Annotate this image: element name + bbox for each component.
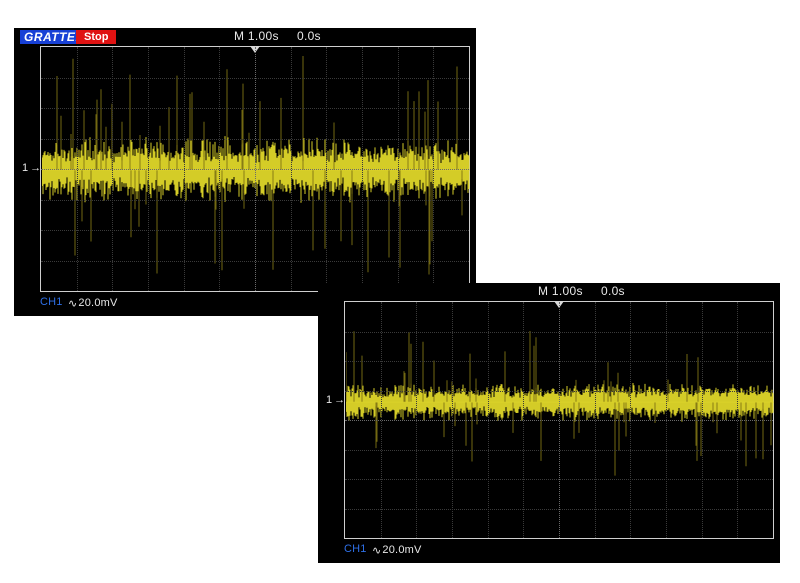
channel-label: CH1 [40, 296, 63, 308]
channel-number: 1 [326, 394, 332, 406]
timebase-m: M 1.00s [538, 284, 583, 298]
plot-area-top [40, 46, 470, 292]
vertical-scale-label: ∿20.0mV [68, 296, 118, 309]
scale-value: 20.0mV [382, 544, 421, 556]
coupling-ac-icon: ∿ [68, 297, 77, 310]
oscilloscope-bottom: M 1.00s 0.0s 1→ CH1 ∿20.0mV [318, 283, 780, 563]
waveform-trace-bottom [346, 303, 774, 539]
stop-badge: Stop [76, 30, 116, 44]
timebase-pos: 0.0s [297, 29, 321, 43]
vertical-scale-label: ∿20.0mV [372, 543, 422, 556]
scale-value: 20.0mV [78, 297, 117, 309]
arrow-right-icon: → [30, 162, 41, 174]
timebase-m: M 1.00s [234, 29, 279, 43]
channel-number: 1 [22, 162, 28, 174]
oscilloscope-top: GRATTEN Stop M 1.00s 0.0s 1→ CH1 ∿20.0mV [14, 28, 476, 316]
channel-marker: 1→ [22, 162, 41, 174]
page: GRATTEN Stop M 1.00s 0.0s 1→ CH1 ∿20.0mV… [0, 0, 800, 583]
channel-marker: 1→ [326, 394, 345, 406]
channel-label: CH1 [344, 543, 367, 555]
timebase-readout: M 1.00s 0.0s [538, 284, 625, 298]
arrow-right-icon: → [334, 394, 345, 406]
timebase-pos: 0.0s [601, 284, 625, 298]
timebase-readout: M 1.00s 0.0s [234, 29, 321, 43]
plot-area-bottom [344, 301, 774, 539]
coupling-ac-icon: ∿ [372, 544, 381, 557]
waveform-trace-top [42, 48, 470, 292]
